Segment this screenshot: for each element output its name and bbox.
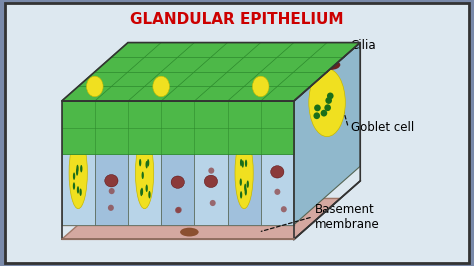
Ellipse shape xyxy=(239,178,242,186)
Ellipse shape xyxy=(240,191,242,199)
Ellipse shape xyxy=(175,207,181,213)
Ellipse shape xyxy=(242,160,244,168)
Ellipse shape xyxy=(109,188,115,194)
Ellipse shape xyxy=(208,168,214,174)
Ellipse shape xyxy=(325,97,332,104)
Polygon shape xyxy=(95,101,128,225)
Text: GLANDULAR EPITHELIUM: GLANDULAR EPITHELIUM xyxy=(130,12,344,27)
Polygon shape xyxy=(228,101,261,225)
Ellipse shape xyxy=(77,186,79,194)
Ellipse shape xyxy=(136,137,154,209)
Ellipse shape xyxy=(313,112,320,119)
Polygon shape xyxy=(261,101,294,225)
Ellipse shape xyxy=(240,159,242,166)
Polygon shape xyxy=(62,198,340,239)
Ellipse shape xyxy=(73,172,75,180)
Ellipse shape xyxy=(241,127,247,138)
Ellipse shape xyxy=(274,189,280,195)
Text: Cilia: Cilia xyxy=(351,39,376,52)
Ellipse shape xyxy=(314,105,321,111)
Ellipse shape xyxy=(105,174,118,187)
Ellipse shape xyxy=(146,161,148,168)
Ellipse shape xyxy=(327,93,334,99)
Polygon shape xyxy=(194,101,228,225)
Ellipse shape xyxy=(141,188,143,195)
Ellipse shape xyxy=(281,206,287,212)
Ellipse shape xyxy=(80,165,82,172)
Ellipse shape xyxy=(180,228,199,236)
Ellipse shape xyxy=(171,176,184,188)
Ellipse shape xyxy=(139,159,141,166)
Ellipse shape xyxy=(108,205,114,211)
Ellipse shape xyxy=(140,189,143,196)
Ellipse shape xyxy=(80,146,82,154)
Polygon shape xyxy=(294,43,360,225)
Ellipse shape xyxy=(76,168,78,176)
Text: Goblet cell: Goblet cell xyxy=(351,121,414,134)
Polygon shape xyxy=(128,101,161,225)
Ellipse shape xyxy=(146,185,148,192)
Ellipse shape xyxy=(76,165,79,172)
Ellipse shape xyxy=(75,127,82,138)
Ellipse shape xyxy=(324,104,331,111)
Ellipse shape xyxy=(252,76,269,97)
Ellipse shape xyxy=(80,189,82,196)
Ellipse shape xyxy=(309,69,345,137)
Ellipse shape xyxy=(141,127,148,138)
Ellipse shape xyxy=(271,166,284,178)
Ellipse shape xyxy=(245,160,247,167)
Ellipse shape xyxy=(246,180,249,188)
Polygon shape xyxy=(240,128,248,151)
Ellipse shape xyxy=(204,175,218,188)
Ellipse shape xyxy=(147,159,149,167)
Ellipse shape xyxy=(69,137,87,209)
Polygon shape xyxy=(161,101,194,225)
Polygon shape xyxy=(62,101,95,225)
Polygon shape xyxy=(140,128,149,151)
Ellipse shape xyxy=(210,200,216,206)
Polygon shape xyxy=(62,43,360,101)
Ellipse shape xyxy=(73,182,75,190)
Text: Basement
membrane: Basement membrane xyxy=(315,203,380,231)
Ellipse shape xyxy=(320,60,340,70)
Ellipse shape xyxy=(86,76,103,97)
Ellipse shape xyxy=(148,191,151,198)
Ellipse shape xyxy=(320,110,327,117)
Ellipse shape xyxy=(142,172,144,179)
Ellipse shape xyxy=(245,188,247,196)
Polygon shape xyxy=(62,101,294,154)
Ellipse shape xyxy=(235,137,253,209)
Polygon shape xyxy=(74,128,82,151)
Ellipse shape xyxy=(244,184,246,191)
Ellipse shape xyxy=(153,76,169,97)
Ellipse shape xyxy=(176,207,182,213)
